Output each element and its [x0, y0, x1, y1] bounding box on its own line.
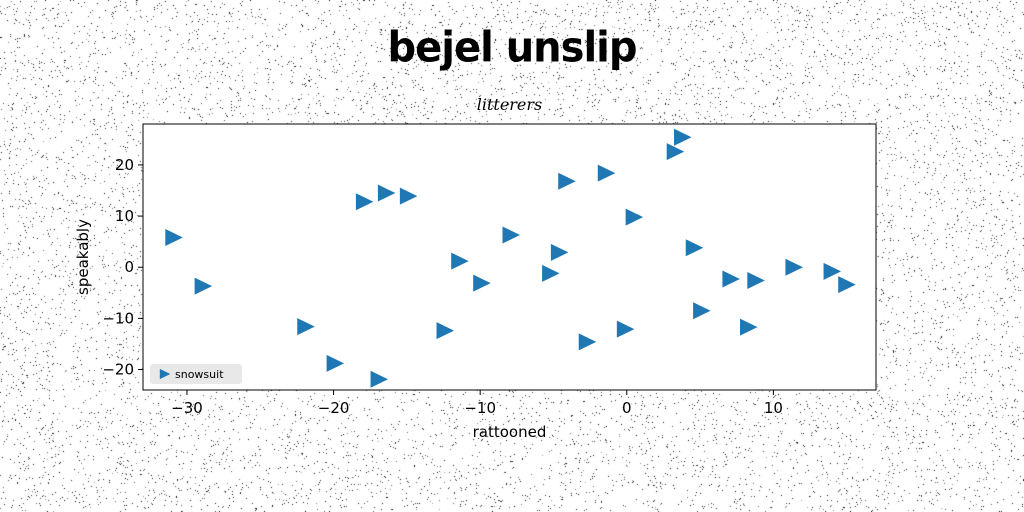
- y-tick-label: 0: [124, 258, 134, 276]
- y-axis: −20 −10 0 10 20: [102, 156, 143, 379]
- data-point: [838, 276, 856, 294]
- y-tick-label: 20: [115, 156, 134, 174]
- legend-label: snowsuit: [175, 368, 224, 381]
- data-points: [165, 128, 856, 388]
- data-point: [597, 164, 616, 182]
- data-point: [355, 193, 374, 211]
- data-point: [194, 277, 213, 295]
- data-point: [578, 333, 597, 351]
- data-point: [739, 318, 758, 336]
- data-point: [399, 187, 418, 205]
- data-point: [326, 354, 345, 372]
- y-tick-label: −10: [102, 309, 134, 327]
- y-tick-label: 10: [115, 207, 134, 225]
- chart-subtitle: litterers: [477, 95, 543, 114]
- data-point: [747, 272, 765, 290]
- data-point: [674, 128, 692, 146]
- x-axis: −30 −20 −10 0 10: [171, 390, 783, 417]
- x-tick-label: −30: [171, 399, 203, 417]
- data-point: [785, 258, 803, 276]
- data-point: [370, 370, 389, 388]
- data-point: [823, 262, 842, 280]
- data-point: [542, 264, 560, 282]
- data-point: [616, 320, 635, 338]
- data-point: [297, 318, 315, 336]
- data-point: [550, 243, 569, 261]
- x-tick-label: −20: [318, 399, 350, 417]
- x-tick-label: 0: [622, 399, 632, 417]
- data-point: [377, 184, 396, 202]
- legend-marker: [159, 368, 171, 380]
- x-axis-label: rattooned: [473, 423, 547, 441]
- data-point: [722, 270, 740, 288]
- data-point: [473, 274, 491, 292]
- data-point: [685, 239, 704, 257]
- x-tick-label: −10: [464, 399, 496, 417]
- data-point: [625, 208, 644, 226]
- y-tick-label: −20: [102, 361, 134, 379]
- data-point: [666, 143, 685, 161]
- data-point: [436, 322, 455, 340]
- data-point: [502, 226, 520, 244]
- page-title: bejel unslip: [387, 23, 637, 73]
- plot-frame: [142, 123, 877, 391]
- y-axis-label: speakably: [74, 219, 92, 295]
- data-point: [558, 172, 576, 190]
- plot-area: [143, 124, 876, 390]
- data-point: [693, 302, 711, 320]
- data-point: [451, 252, 469, 270]
- legend: snowsuit: [150, 364, 242, 384]
- x-tick-label: 10: [764, 399, 783, 417]
- data-point: [165, 229, 183, 247]
- legend-box: [150, 364, 242, 384]
